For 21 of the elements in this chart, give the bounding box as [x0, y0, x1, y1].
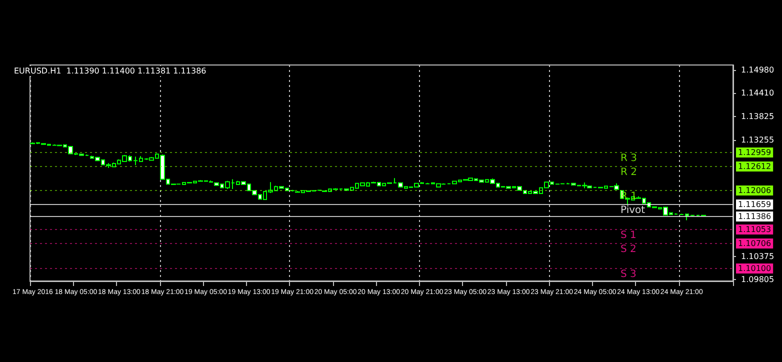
ref-line-label: S 3 [620, 269, 636, 280]
chart-title: EURUSD.H1 1.11390 1.11400 1.11381 1.11386 [14, 66, 206, 76]
y-tick-label: 1.13255 [741, 135, 774, 144]
ref-line-label: Pivot [620, 205, 646, 216]
text: 1.10706 [738, 239, 772, 248]
y-tick-label: 1.13825 [741, 112, 774, 122]
ref-line-label: R 3 [620, 153, 638, 164]
y-tick-label: 1.10375 [741, 252, 774, 261]
text: 1.12959 [738, 148, 772, 157]
y-tick-label: 1.14410 [741, 88, 774, 98]
text: 1.11659 [738, 200, 772, 209]
text: 1.11386 [738, 212, 772, 221]
y-tick-label: 1.14980 [741, 65, 774, 74]
ref-line-label: S 1 [620, 230, 636, 241]
text: 1.12006 [738, 186, 772, 195]
y-tick-label: 1.09805 [741, 275, 774, 284]
text: 1.11053 [738, 225, 772, 234]
ref-line-label: R 2 [620, 167, 638, 178]
text: 1.10100 [738, 264, 772, 273]
ref-line-label: S 2 [620, 244, 636, 255]
text: 1.12612 [738, 162, 772, 171]
